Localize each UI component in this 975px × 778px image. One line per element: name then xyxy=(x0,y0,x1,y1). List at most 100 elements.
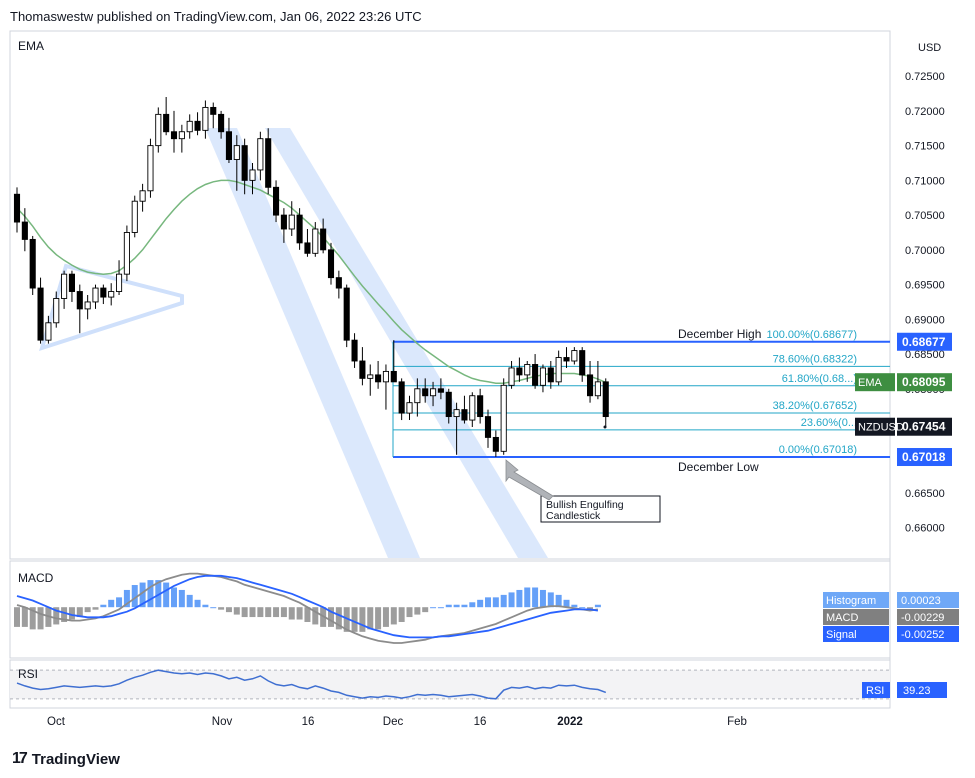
macd-histogram-bar xyxy=(547,592,554,608)
fib-level-label: 61.80%(0.68...) xyxy=(782,373,857,385)
rsi-value-box xyxy=(897,682,947,698)
candle-body xyxy=(492,436,499,452)
macd-histogram-bar xyxy=(131,585,138,608)
macd-histogram-bar xyxy=(257,607,264,618)
price-label-name: NZDUSD xyxy=(858,422,904,434)
candle-body xyxy=(555,357,562,383)
candle-body xyxy=(273,186,280,216)
candle-body xyxy=(170,131,178,140)
macd-histogram-bar xyxy=(273,607,280,618)
macd-histogram-bar xyxy=(555,594,562,608)
candle-body xyxy=(532,364,539,386)
price-axis-tick: 0.69000 xyxy=(905,314,945,326)
macd-histogram-bar xyxy=(461,604,468,608)
ema-indicator-label: EMA xyxy=(18,39,44,53)
macd-legend-name: Signal xyxy=(826,629,857,641)
macd-histogram-bar xyxy=(492,597,499,608)
macd-histogram-bar xyxy=(382,607,389,627)
candle-body xyxy=(225,131,233,160)
macd-histogram-bar xyxy=(414,607,421,615)
time-axis-tick: Nov xyxy=(212,716,233,728)
candle-body xyxy=(13,193,21,223)
macd-histogram-bar xyxy=(280,607,287,618)
macd-histogram-bar xyxy=(328,607,334,627)
macd-legend-name: MACD xyxy=(826,612,858,624)
candle-body xyxy=(516,367,523,376)
candle-body xyxy=(547,367,554,383)
macd-histogram-bar xyxy=(563,599,570,608)
macd-histogram-bar xyxy=(359,607,366,632)
candle-body xyxy=(469,395,476,421)
macd-histogram-bar xyxy=(225,607,232,613)
price-panel[interactable] xyxy=(9,30,891,560)
candle-body xyxy=(406,402,413,414)
macd-histogram-bar xyxy=(469,602,476,608)
annotation-arrow-icon xyxy=(505,459,554,501)
macd-histogram-bar xyxy=(516,589,523,608)
macd-histogram-bar xyxy=(218,607,225,610)
candle-body xyxy=(280,214,287,230)
macd-histogram-bar xyxy=(123,589,130,608)
candle-body xyxy=(84,301,91,310)
candle-body xyxy=(375,374,382,383)
macd-histogram-bar xyxy=(241,607,248,618)
last-price-dot xyxy=(603,425,607,429)
candle-body xyxy=(539,367,546,386)
macd-legend-name: Histogram xyxy=(826,595,876,607)
macd-panel[interactable] xyxy=(9,560,891,659)
rsi-indicator-label: RSI xyxy=(18,667,38,681)
tradingview-wordmark: TradingView xyxy=(31,750,120,768)
price-label-box xyxy=(897,448,952,467)
descending-channel-band-upper xyxy=(205,128,420,558)
publication-header: Thomaswestw published on TradingView.com… xyxy=(10,9,422,24)
fib-level-label: 0.00%(0.67018) xyxy=(779,444,857,456)
candle-body xyxy=(484,416,492,438)
macd-histogram-bar xyxy=(249,607,256,618)
candle-body xyxy=(100,287,107,298)
macd-histogram-bar xyxy=(116,597,123,608)
candle-body xyxy=(563,357,570,362)
macd-histogram-bar xyxy=(406,607,413,618)
macd-histogram-bar xyxy=(375,607,382,630)
time-axis-tick: 16 xyxy=(302,716,315,728)
macd-histogram-bar xyxy=(147,580,154,608)
candle-body xyxy=(304,242,311,254)
candle-body xyxy=(241,145,248,181)
macd-histogram-bar xyxy=(76,607,83,618)
macd-legend-name-box xyxy=(823,609,889,625)
macd-histogram-bar xyxy=(398,607,405,622)
candle-body xyxy=(524,364,531,376)
price-label-value: 0.68677 xyxy=(902,335,946,349)
time-axis-tick: Oct xyxy=(47,716,66,728)
candle-body xyxy=(265,138,272,188)
macd-indicator-label: MACD xyxy=(18,571,54,585)
candle-body xyxy=(155,113,162,147)
descending-channel-band-lower xyxy=(265,128,548,558)
fib-level-label: 38.20%(0.67652) xyxy=(773,400,857,412)
candle-body xyxy=(131,200,138,233)
macd-histogram-bar xyxy=(202,604,209,608)
price-axis-tick: 0.70500 xyxy=(905,210,945,222)
macd-histogram-bar xyxy=(163,582,170,608)
macd-histogram-bar xyxy=(477,599,484,608)
macd-histogram-bar xyxy=(532,587,539,608)
macd-legend-value: -0.00252 xyxy=(901,629,944,641)
price-label-value: 0.68095 xyxy=(902,375,946,389)
candle-body xyxy=(351,339,358,362)
macd-histogram-bar xyxy=(92,607,99,610)
macd-histogram-bar xyxy=(579,607,586,609)
rsi-band xyxy=(10,670,890,699)
rsi-line xyxy=(16,669,607,700)
price-axis-tick: 0.66000 xyxy=(905,523,945,535)
price-axis-tick: 0.68500 xyxy=(905,349,945,361)
signal-line xyxy=(16,574,599,639)
candle-body xyxy=(430,388,437,397)
macd-histogram-bar xyxy=(68,607,75,620)
macd-histogram-bar xyxy=(210,607,217,609)
candle-body xyxy=(45,322,52,341)
price-axis-tick: 0.70000 xyxy=(905,245,945,257)
price-axis-tick: 0.72500 xyxy=(905,71,945,83)
macd-histogram-bar xyxy=(100,604,107,608)
candle-body xyxy=(233,145,240,160)
